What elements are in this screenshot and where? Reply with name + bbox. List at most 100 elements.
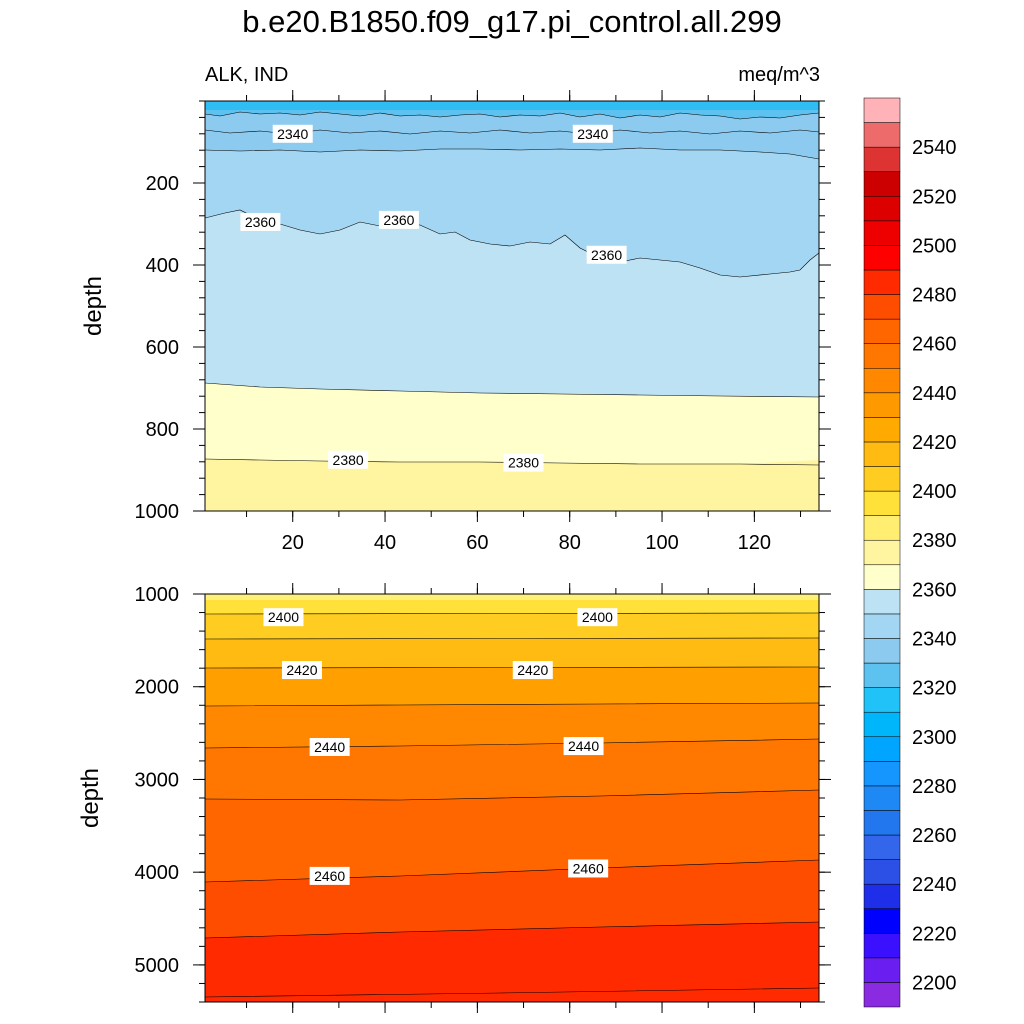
- colorbar-label: 2260: [912, 825, 957, 847]
- colorbar-swatch: [863, 810, 901, 836]
- colorbar-label: 2520: [912, 186, 957, 208]
- contour-label-text: 2360: [245, 214, 276, 230]
- contour-label: 2460: [568, 859, 609, 878]
- variable-label: ALK, IND: [205, 64, 289, 86]
- colorbar-swatch: [863, 417, 901, 443]
- colorbar-swatch: [863, 933, 901, 959]
- contour-label: 2420: [281, 661, 322, 680]
- colorbar-label: 2220: [912, 923, 957, 945]
- colorbar-label: 2440: [912, 383, 957, 405]
- colorbar-swatch: [863, 171, 901, 197]
- contour-label-text: 2380: [333, 452, 364, 468]
- contour-label-text: 2420: [286, 662, 317, 678]
- contour-label-text: 2440: [568, 738, 599, 754]
- y-tick-label: 600: [146, 337, 179, 359]
- colorbar-swatch: [863, 834, 901, 860]
- colorbar-label: 2200: [912, 972, 957, 994]
- lower-panel-fill: [205, 594, 819, 1002]
- colorbar-swatch: [863, 613, 901, 639]
- colorbar-swatch: [863, 859, 901, 885]
- colorbar-label: 2340: [912, 628, 957, 650]
- colorbar-swatch: [863, 982, 901, 1008]
- y-tick-label: 2000: [135, 677, 180, 699]
- upper-panel-fill: [205, 101, 819, 511]
- lower-contour-labels: 2400 2400 2420 2420 2440 2440 2460 2460: [263, 608, 618, 885]
- y-tick-label: 200: [146, 173, 179, 195]
- contour-label: 2360: [240, 212, 281, 231]
- contour-label-text: 2460: [314, 868, 345, 884]
- colorbar-swatch: [863, 736, 901, 762]
- colorbar-swatch: [863, 392, 901, 418]
- colorbar-swatch: [863, 196, 901, 222]
- contour-label: 2400: [577, 608, 618, 627]
- colorbar-swatch: [863, 761, 901, 787]
- colorbar-swatch: [863, 122, 901, 148]
- units-label: meq/m^3: [738, 64, 820, 86]
- contour-label-text: 2400: [582, 609, 613, 625]
- contour-label: 2340: [572, 124, 613, 143]
- contour-label: 2380: [328, 450, 369, 469]
- colorbar-swatch: [863, 662, 901, 688]
- colorbar-swatch: [863, 883, 901, 909]
- colorbar-label: 2300: [912, 727, 957, 749]
- colorbar-swatch: [863, 957, 901, 983]
- colorbar-swatch: [863, 908, 901, 934]
- colorbar-label: 2280: [912, 776, 957, 798]
- chart-title: b.e20.B1850.f09_g17.pi_control.all.299: [242, 4, 782, 39]
- colorbar-swatch: [863, 97, 901, 123]
- contour-label: 2380: [503, 453, 544, 472]
- colorbar-swatch: [863, 146, 901, 172]
- colorbar-label: 2380: [912, 530, 957, 552]
- colorbar-swatch: [863, 466, 901, 492]
- colorbar-swatch: [863, 441, 901, 467]
- colorbar-label: 2500: [912, 235, 957, 257]
- contour-label-text: 2340: [577, 126, 608, 142]
- colorbar-swatch: [863, 589, 901, 615]
- colorbar-label: 2460: [912, 334, 957, 356]
- contour-label: 2340: [272, 124, 313, 143]
- colorbar-swatch: [863, 711, 901, 738]
- colorbar-swatch: [863, 539, 901, 566]
- y-tick-label: 3000: [135, 769, 180, 791]
- contour-label-text: 2360: [591, 247, 622, 263]
- colorbar-swatch: [863, 367, 901, 394]
- upper-y-axis-label: depth: [80, 276, 107, 336]
- y-tick-label: 800: [146, 419, 179, 441]
- contour-label: 2440: [309, 738, 350, 756]
- y-tick-label: 5000: [135, 955, 180, 977]
- contour-label-text: 2340: [277, 126, 308, 142]
- x-tick-label: 60: [466, 532, 488, 554]
- contour-label: 2420: [512, 661, 553, 680]
- contour-label: 2360: [378, 210, 419, 229]
- contour-label-text: 2380: [508, 455, 539, 471]
- y-tick-label: 1000: [135, 584, 180, 606]
- colorbar-swatch: [863, 220, 901, 246]
- upper-axes: 20 40 60 80 100 120 200 400 600 800 1000: [135, 90, 831, 554]
- contour-label: 2440: [563, 737, 604, 756]
- colorbar-swatch: [863, 515, 901, 541]
- y-tick-label: 1000: [135, 501, 180, 523]
- contour-label: 2460: [309, 866, 350, 885]
- contour-label-text: 2460: [573, 860, 604, 876]
- x-tick-label: 80: [559, 532, 581, 554]
- lower-axes: 1000 2000 3000 4000 5000: [135, 583, 831, 1013]
- colorbar-label: 2320: [912, 678, 957, 700]
- x-tick-label: 100: [645, 532, 678, 554]
- lower-y-axis-label: depth: [77, 768, 104, 828]
- contour-label: 2360: [586, 245, 627, 264]
- contour-label-text: 2440: [314, 739, 345, 755]
- colorbar-swatch: [863, 785, 901, 811]
- x-tick-label: 120: [738, 532, 771, 554]
- colorbar-swatch: [863, 343, 901, 369]
- colorbar: 2200 2220 2240 2260 2280 2300 2320 2340 2360 2380…: [863, 97, 957, 1008]
- colorbar-label: 2240: [912, 874, 957, 896]
- contour-label-text: 2360: [383, 212, 414, 228]
- colorbar-label: 2480: [912, 285, 957, 307]
- upper-contour-labels: 2340 2340 2360 2360 2360 2380 2380: [240, 124, 627, 472]
- colorbar-swatch: [863, 294, 901, 320]
- contour-label: 2400: [263, 608, 304, 627]
- contour-label-text: 2420: [517, 662, 548, 678]
- contour-label-text: 2400: [268, 609, 299, 625]
- colorbar-label: 2540: [912, 137, 957, 159]
